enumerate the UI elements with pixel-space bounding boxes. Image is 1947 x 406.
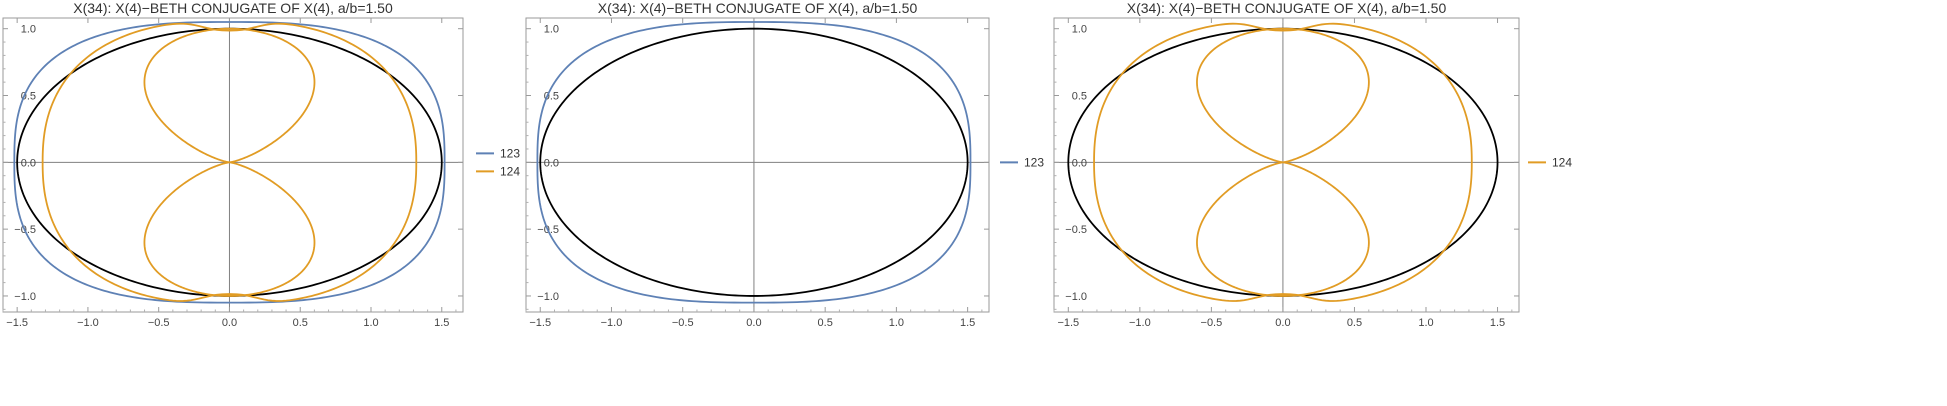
series-124-ring bbox=[1093, 22, 1473, 302]
series-124-ring bbox=[41, 22, 418, 302]
x-tick-label: −0.5 bbox=[1201, 317, 1223, 329]
x-tick-label: 0.5 bbox=[1347, 317, 1362, 329]
plot-frame bbox=[525, 17, 990, 313]
x-tick-label: 1.0 bbox=[1418, 317, 1433, 329]
legend-label-123: 123 bbox=[1024, 155, 1044, 169]
plot-frame bbox=[2, 17, 464, 313]
y-tick-label: −1.0 bbox=[14, 291, 36, 303]
legend-label-124: 124 bbox=[1552, 155, 1572, 169]
y-tick-label: 1.0 bbox=[21, 24, 36, 36]
x-tick-label: 1.5 bbox=[960, 317, 975, 329]
series-124-lobes-0 bbox=[143, 27, 316, 164]
x-tick-label: 1.5 bbox=[434, 317, 449, 329]
x-tick-label: 1.0 bbox=[889, 317, 904, 329]
y-tick-label: −1.0 bbox=[1065, 291, 1087, 303]
x-tick-label: −1.5 bbox=[6, 317, 28, 329]
y-tick-label: 0.0 bbox=[1072, 157, 1087, 169]
x-tick-label: −1.5 bbox=[529, 317, 551, 329]
x-tick-label: 0.5 bbox=[818, 317, 833, 329]
x-tick-label: −1.0 bbox=[77, 317, 99, 329]
y-tick-label: 1.0 bbox=[544, 24, 559, 36]
chart-title: X(34): X(4)−BETH CONJUGATE OF X(4), a/b=… bbox=[598, 0, 918, 16]
panel-2: X(34): X(4)−BETH CONJUGATE OF X(4), a/b=… bbox=[525, 0, 1044, 329]
series-123-superellipse bbox=[536, 21, 972, 304]
x-tick-label: −1.0 bbox=[1129, 317, 1151, 329]
series-ellipse-ellipse bbox=[539, 27, 969, 297]
series-ellipse-ellipse bbox=[1067, 27, 1499, 297]
legend-label-123: 123 bbox=[500, 146, 520, 160]
x-tick-label: 1.0 bbox=[363, 317, 378, 329]
y-tick-label: −0.5 bbox=[1065, 224, 1087, 236]
y-tick-label: 0.5 bbox=[1072, 91, 1087, 103]
series-124-lobes-1 bbox=[1196, 161, 1370, 297]
x-tick-label: −1.5 bbox=[1057, 317, 1079, 329]
x-tick-label: 1.5 bbox=[1490, 317, 1505, 329]
x-tick-label: −0.5 bbox=[672, 317, 694, 329]
series-124-lobes-0 bbox=[1196, 27, 1370, 164]
series-124-lobes-1 bbox=[143, 161, 316, 297]
y-tick-label: 1.0 bbox=[1072, 24, 1087, 36]
x-tick-label: 0.0 bbox=[1275, 317, 1290, 329]
x-tick-label: −1.0 bbox=[601, 317, 623, 329]
chart-title: X(34): X(4)−BETH CONJUGATE OF X(4), a/b=… bbox=[1127, 0, 1447, 16]
panel-3: X(34): X(4)−BETH CONJUGATE OF X(4), a/b=… bbox=[1053, 0, 1572, 329]
x-tick-label: −0.5 bbox=[148, 317, 170, 329]
y-tick-label: −1.0 bbox=[537, 291, 559, 303]
series-123-superellipse bbox=[13, 21, 446, 304]
x-tick-label: 0.5 bbox=[293, 317, 308, 329]
y-tick-label: 0.0 bbox=[21, 157, 36, 169]
legend-label-124: 124 bbox=[500, 164, 520, 178]
x-tick-label: 0.0 bbox=[746, 317, 761, 329]
x-tick-label: 0.0 bbox=[222, 317, 237, 329]
plot-frame bbox=[1053, 17, 1520, 313]
chart-title: X(34): X(4)−BETH CONJUGATE OF X(4), a/b=… bbox=[73, 0, 393, 16]
panel-1: X(34): X(4)−BETH CONJUGATE OF X(4), a/b=… bbox=[2, 0, 520, 329]
y-tick-label: 0.0 bbox=[544, 157, 559, 169]
series-ellipse-ellipse bbox=[16, 27, 443, 297]
